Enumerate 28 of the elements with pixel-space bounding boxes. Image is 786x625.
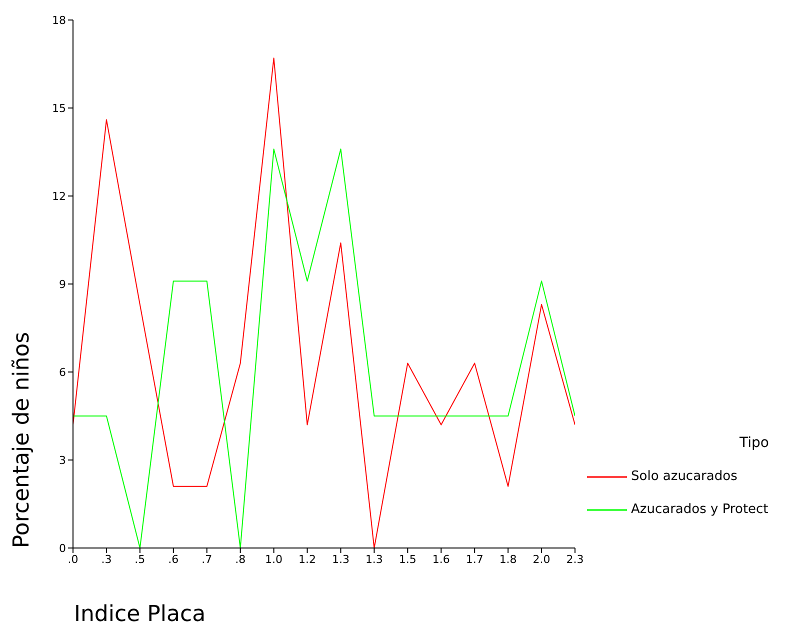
x-tick-label: 2.0 — [532, 552, 550, 566]
x-tick-label: .7 — [202, 552, 212, 566]
y-axis-title: Porcentaje de niños — [10, 332, 34, 548]
x-tick-label: 1.2 — [298, 552, 316, 566]
x-tick-label: 1.0 — [265, 552, 283, 566]
y-tick-label: 3 — [59, 454, 66, 467]
x-tick-label: 1.6 — [432, 552, 450, 566]
x-tick-label: 1.8 — [499, 552, 517, 566]
legend-label: Solo azucarados — [631, 469, 738, 484]
x-tick-label: 1.7 — [466, 552, 484, 566]
y-tick-label: 18 — [52, 14, 66, 27]
x-tick-label: 1.5 — [398, 552, 416, 566]
x-tick-label: .5 — [134, 552, 146, 566]
x-tick-label: .0 — [68, 552, 78, 566]
x-tick-label: 1.3 — [332, 552, 350, 566]
x-axis-title: Indice Placa — [74, 602, 206, 625]
x-tick-label: 2.3 — [566, 552, 584, 566]
legend-label: Azucarados y Protect — [631, 502, 768, 517]
y-tick-label: 9 — [59, 278, 66, 291]
x-tick-label: 1.3 — [365, 552, 383, 566]
x-tick-label: .8 — [235, 552, 246, 566]
y-tick-label: 15 — [52, 102, 66, 115]
y-tick-label: 12 — [52, 190, 66, 203]
y-tick-label: 0 — [59, 542, 66, 555]
legend-title: Tipo — [738, 435, 769, 451]
x-tick-label: .3 — [101, 552, 112, 566]
y-tick-label: 6 — [59, 366, 66, 379]
x-tick-label: .6 — [168, 552, 179, 566]
